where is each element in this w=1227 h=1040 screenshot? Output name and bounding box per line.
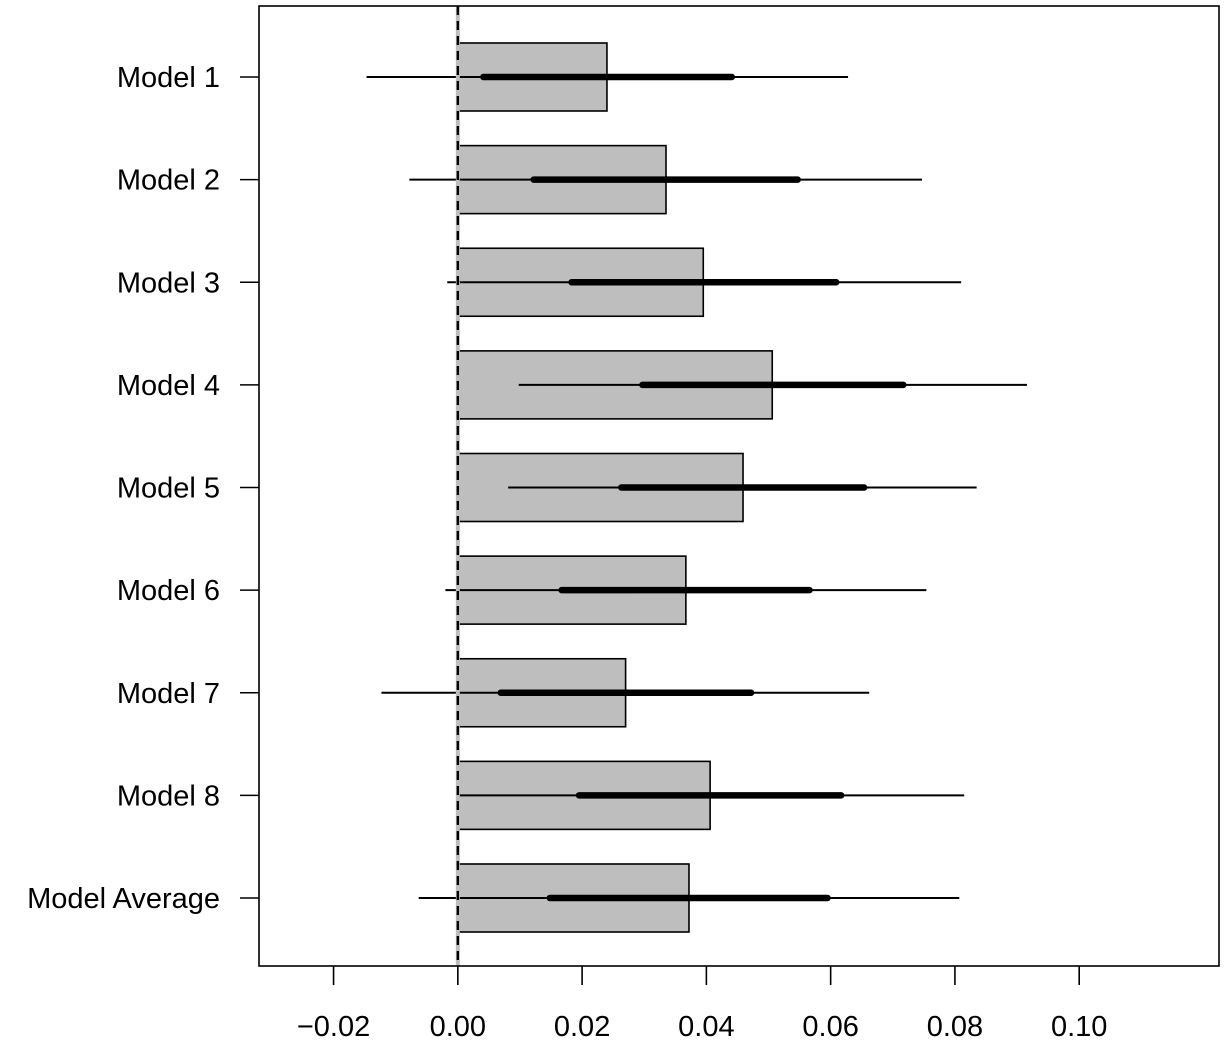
- category-label: Model 1: [117, 62, 220, 94]
- category-label: Model 3: [117, 267, 220, 299]
- category-label: Model 2: [117, 165, 220, 197]
- x-tick-label: 0.02: [554, 1011, 610, 1040]
- category-label: Model 6: [117, 575, 220, 607]
- category-label: Model 5: [117, 473, 220, 505]
- category-label: Model 8: [117, 780, 220, 812]
- x-tick-label: −0.02: [297, 1011, 370, 1040]
- y-axis: Model 1 Model 2 Model 3 Model 4 Model 5 Model…: [27, 62, 259, 915]
- plot-frame: [258, 5, 1220, 967]
- x-tick-label: 0.10: [1051, 1011, 1107, 1040]
- x-tick-label: 0.00: [430, 1011, 486, 1040]
- category-label: Model 7: [117, 678, 220, 710]
- plot-content: [366, 6, 1027, 966]
- category-label: Model 4: [117, 370, 220, 402]
- x-axis: −0.02 0.00 0.02 0.04 0.06 0.08 0.10: [297, 966, 1107, 1040]
- x-tick-label: 0.04: [678, 1011, 734, 1040]
- x-tick-label: 0.08: [927, 1011, 983, 1040]
- category-label: Model Average: [27, 883, 220, 915]
- x-tick-label: 0.06: [802, 1011, 858, 1040]
